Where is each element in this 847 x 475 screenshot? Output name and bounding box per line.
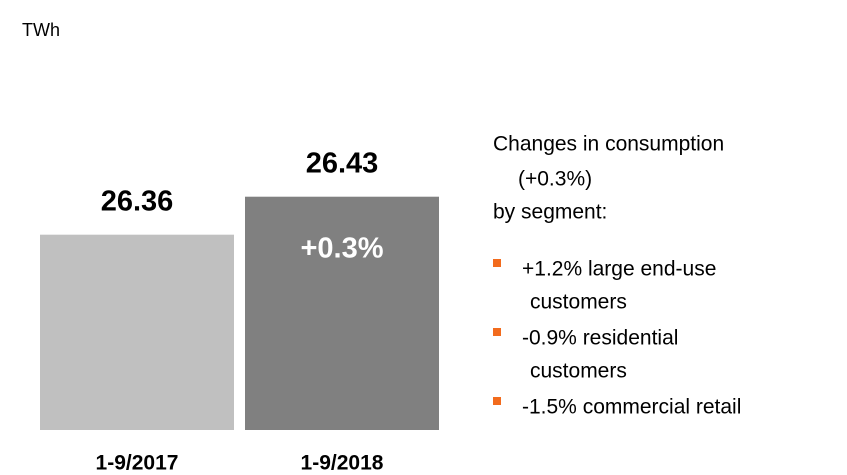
bullet	[493, 328, 501, 336]
bullet	[493, 397, 501, 405]
bar-annotation: +0.3%	[300, 233, 383, 265]
bullet-text: customers	[530, 360, 627, 383]
bar	[40, 234, 234, 430]
x-tick-label: 1-9/2018	[301, 452, 384, 475]
bar	[245, 196, 439, 430]
side-heading: (+0.3%)	[518, 168, 592, 191]
x-tick-label: 1-9/2017	[96, 452, 179, 475]
bullet	[493, 259, 501, 267]
value-label: 26.36	[101, 185, 174, 217]
bullet-text: -1.5% commercial retail	[522, 396, 741, 419]
unit-label: TWh	[22, 20, 60, 40]
side-heading: by segment:	[493, 201, 607, 224]
bullet-text: customers	[530, 291, 627, 314]
side-heading: Changes in consumption	[493, 133, 724, 156]
value-label: 26.43	[306, 147, 379, 179]
bullet-text: +1.2% large end-use	[522, 258, 716, 281]
bullet-text: -0.9% residential	[522, 327, 678, 350]
